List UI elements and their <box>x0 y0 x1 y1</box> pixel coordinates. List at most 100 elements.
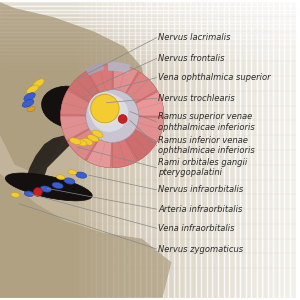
Bar <box>85 2 91 298</box>
Bar <box>273 2 279 298</box>
Ellipse shape <box>24 191 34 196</box>
Polygon shape <box>27 118 89 180</box>
Wedge shape <box>61 116 89 140</box>
Bar <box>0 13 296 17</box>
Bar <box>113 2 118 298</box>
Bar <box>118 2 124 298</box>
Wedge shape <box>68 71 99 102</box>
Bar <box>262 2 268 298</box>
Ellipse shape <box>64 178 75 184</box>
Wedge shape <box>85 63 104 76</box>
Bar <box>107 2 113 298</box>
Bar <box>0 21 296 24</box>
Bar <box>229 2 235 298</box>
Bar <box>91 2 96 298</box>
Bar <box>0 50 296 54</box>
Ellipse shape <box>24 93 35 101</box>
Bar <box>0 6 296 10</box>
Ellipse shape <box>70 138 81 145</box>
Bar <box>80 2 85 298</box>
Wedge shape <box>113 64 138 93</box>
Text: Vena ophthalmica superior: Vena ophthalmica superior <box>158 73 271 82</box>
Text: Ramus inferior venae
ophthalmicae inferioris: Ramus inferior venae ophthalmicae inferi… <box>158 136 255 155</box>
Text: Nervus infraorbitalis: Nervus infraorbitalis <box>158 185 243 194</box>
Bar <box>0 32 296 35</box>
Wedge shape <box>61 90 89 115</box>
Polygon shape <box>0 174 171 298</box>
Ellipse shape <box>76 172 87 178</box>
Bar <box>257 2 262 298</box>
Bar <box>251 2 257 298</box>
Bar <box>207 2 212 298</box>
Wedge shape <box>126 130 156 161</box>
Bar <box>157 2 163 298</box>
Ellipse shape <box>33 79 44 88</box>
Ellipse shape <box>40 186 51 192</box>
Wedge shape <box>126 72 157 103</box>
Bar <box>0 43 296 46</box>
Bar <box>235 2 240 298</box>
Circle shape <box>118 115 127 123</box>
Polygon shape <box>0 2 148 174</box>
Bar <box>96 2 102 298</box>
Bar <box>152 2 157 298</box>
Bar <box>0 72 296 76</box>
Bar <box>240 2 246 298</box>
Bar <box>174 2 179 298</box>
Ellipse shape <box>11 193 20 197</box>
Ellipse shape <box>42 86 100 128</box>
Bar <box>0 39 296 43</box>
Wedge shape <box>88 64 112 92</box>
Text: Vena infraorbitalis: Vena infraorbitalis <box>158 224 235 233</box>
Bar <box>0 61 296 65</box>
Bar <box>0 28 296 32</box>
Bar <box>74 2 80 298</box>
Bar <box>0 24 296 28</box>
Bar <box>218 2 224 298</box>
Bar <box>290 2 295 298</box>
Wedge shape <box>68 129 98 160</box>
Bar <box>224 2 229 298</box>
Ellipse shape <box>88 135 99 142</box>
Ellipse shape <box>76 139 87 146</box>
Ellipse shape <box>82 138 93 145</box>
Bar <box>246 2 251 298</box>
Ellipse shape <box>68 170 77 175</box>
Bar <box>268 2 273 298</box>
Wedge shape <box>61 64 164 168</box>
Wedge shape <box>135 117 164 142</box>
Text: Nervus frontalis: Nervus frontalis <box>158 54 225 63</box>
Ellipse shape <box>22 99 34 107</box>
Bar <box>129 2 135 298</box>
Bar <box>190 2 196 298</box>
Ellipse shape <box>5 173 92 201</box>
Ellipse shape <box>56 175 65 180</box>
Bar <box>0 17 296 21</box>
Bar <box>179 2 185 298</box>
Bar <box>212 2 218 298</box>
Bar <box>168 2 174 298</box>
Ellipse shape <box>52 182 63 189</box>
Text: Nervus lacrimalis: Nervus lacrimalis <box>158 33 231 42</box>
Polygon shape <box>0 2 296 298</box>
Bar <box>0 69 296 72</box>
Bar <box>0 65 296 69</box>
Bar <box>284 2 290 298</box>
Bar <box>185 2 190 298</box>
Text: Rami orbitales gangii
pterygopalatini: Rami orbitales gangii pterygopalatini <box>158 158 247 177</box>
Wedge shape <box>112 140 136 168</box>
Bar <box>201 2 207 298</box>
Ellipse shape <box>26 85 38 94</box>
Bar <box>135 2 140 298</box>
Bar <box>0 35 296 39</box>
Bar <box>0 10 296 13</box>
Text: Nervus trochlearis: Nervus trochlearis <box>158 94 235 103</box>
Wedge shape <box>108 62 131 74</box>
Circle shape <box>91 94 119 123</box>
Text: Nervus zygomaticus: Nervus zygomaticus <box>158 244 243 253</box>
Ellipse shape <box>27 106 35 112</box>
Bar <box>0 54 296 58</box>
Circle shape <box>33 188 42 196</box>
Text: Arteria infraorbitalis: Arteria infraorbitalis <box>158 205 242 214</box>
Ellipse shape <box>86 90 139 142</box>
